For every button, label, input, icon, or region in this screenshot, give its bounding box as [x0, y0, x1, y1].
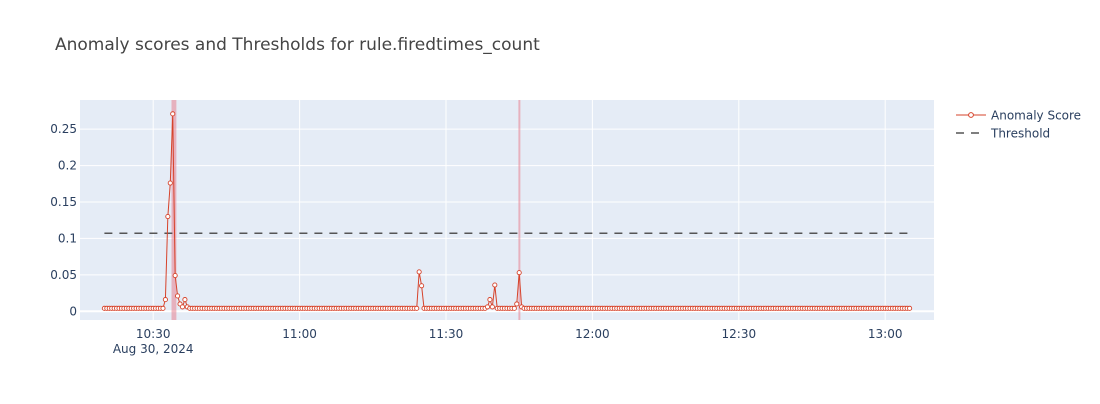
series-layer	[101, 111, 913, 311]
y-tick-label: 0.2	[58, 159, 77, 173]
anomaly-score-point	[514, 301, 520, 307]
anomaly-score-point	[487, 297, 493, 303]
anomaly-score-point	[167, 180, 173, 186]
plot-area	[80, 100, 934, 320]
anomaly-score-point	[162, 297, 168, 303]
legend-anomaly-marker-icon	[968, 112, 974, 118]
anomaly-score-point	[489, 304, 495, 310]
x-tick-label: 10:30	[136, 327, 171, 341]
x-tick-label: 11:00	[282, 327, 317, 341]
anomaly-score-point	[179, 304, 186, 310]
x-date-label: Aug 30, 2024	[113, 342, 194, 356]
legend[interactable]: Anomaly Score Threshold	[956, 109, 1081, 141]
anomaly-score-point	[165, 214, 171, 220]
y-tick-label: 0.1	[58, 231, 77, 245]
anomaly-score-point	[484, 304, 491, 310]
legend-item-threshold[interactable]: Threshold	[956, 127, 1050, 141]
legend-label-anomaly-score: Anomaly Score	[991, 109, 1081, 123]
anomaly-score-point	[182, 297, 188, 303]
anomaly-score-point	[170, 111, 176, 117]
anomaly-score-point	[419, 283, 425, 289]
y-tick-label: 0.15	[50, 195, 77, 209]
anomaly-highlight-band	[518, 100, 521, 320]
y-tick-label: 0.05	[50, 268, 77, 282]
anomaly-score-point	[492, 282, 498, 288]
chart-title: Anomaly scores and Thresholds for rule.f…	[55, 35, 540, 55]
anomaly-score-point	[414, 305, 420, 311]
anomaly-score-point	[160, 305, 166, 311]
anomaly-score-point	[175, 293, 181, 299]
legend-label-threshold: Threshold	[990, 127, 1050, 141]
x-tick-label: 12:00	[575, 327, 610, 341]
anomaly-score-point	[416, 269, 422, 275]
anomaly-score-point	[516, 270, 522, 276]
x-tick-label: 12:30	[722, 327, 757, 341]
anomaly-score-point	[511, 305, 517, 311]
y-tick-label: 0	[69, 304, 77, 318]
anomaly-score-point	[907, 305, 913, 311]
legend-item-anomaly-score[interactable]: Anomaly Score	[956, 109, 1081, 123]
grid-lines	[80, 100, 934, 320]
x-tick-label: 11:30	[429, 327, 464, 341]
y-tick-label: 0.25	[50, 122, 77, 136]
anomaly-score-point	[172, 273, 178, 279]
x-tick-label: 13:00	[868, 327, 903, 341]
